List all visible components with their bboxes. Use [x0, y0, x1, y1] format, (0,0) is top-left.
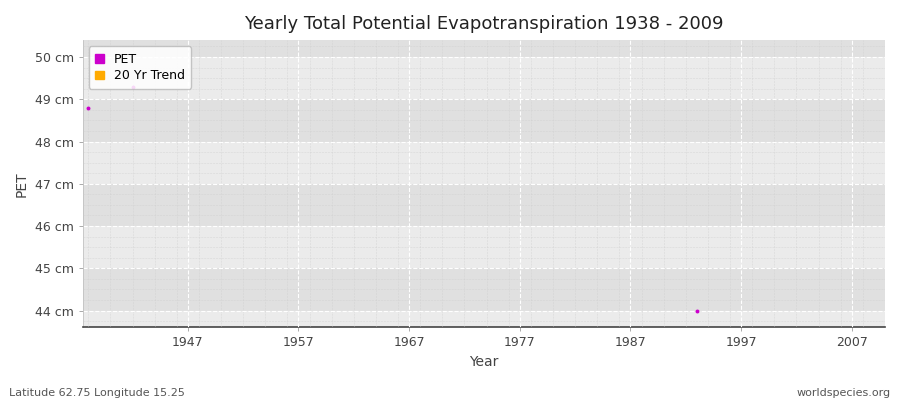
Bar	[83, 36, 885, 78]
Bar	[83, 40, 885, 57]
Bar	[83, 142, 885, 184]
Bar	[83, 310, 885, 328]
Point	[689, 307, 704, 314]
Text: worldspecies.org: worldspecies.org	[796, 388, 891, 398]
Bar	[83, 205, 885, 247]
Bar	[83, 268, 885, 310]
Y-axis label: PET: PET	[15, 171, 29, 196]
Bar	[83, 184, 885, 226]
Bar	[83, 99, 885, 142]
X-axis label: Year: Year	[469, 355, 499, 369]
Title: Yearly Total Potential Evapotranspiration 1938 - 2009: Yearly Total Potential Evapotranspiratio…	[244, 15, 724, 33]
Point	[81, 104, 95, 111]
Bar	[83, 163, 885, 205]
Bar	[83, 247, 885, 289]
Point	[125, 83, 140, 90]
Bar	[83, 120, 885, 163]
Text: Latitude 62.75 Longitude 15.25: Latitude 62.75 Longitude 15.25	[9, 388, 184, 398]
Bar	[83, 289, 885, 332]
Bar	[83, 57, 885, 99]
Bar	[83, 226, 885, 268]
Bar	[83, 78, 885, 120]
Legend: PET, 20 Yr Trend: PET, 20 Yr Trend	[89, 46, 191, 89]
